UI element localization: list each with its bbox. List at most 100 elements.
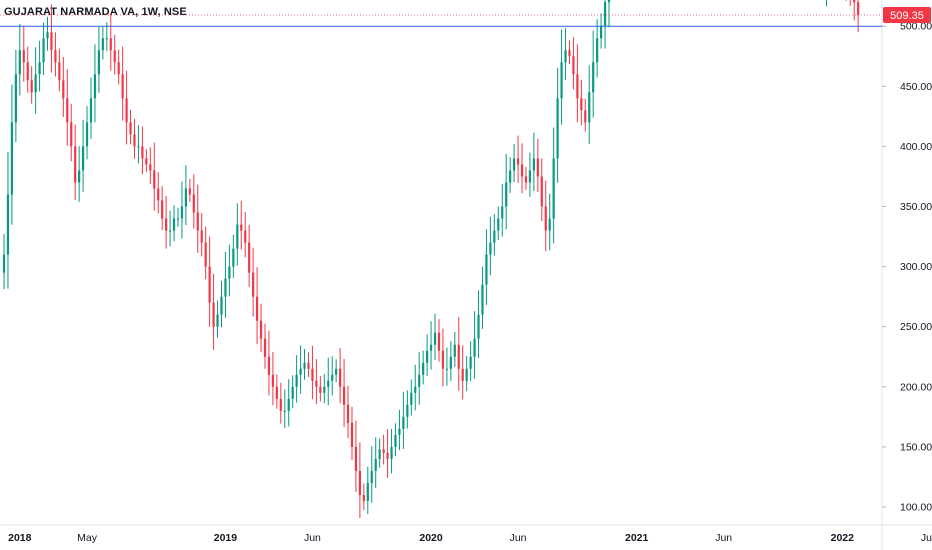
candle[interactable] xyxy=(327,357,330,406)
candle[interactable] xyxy=(283,389,286,428)
candle[interactable] xyxy=(42,22,45,75)
candle[interactable] xyxy=(121,46,124,121)
candle[interactable] xyxy=(271,351,274,406)
time-axis[interactable]: 2018May2019Jun2020Jun2021Jun2022Jun2023 xyxy=(8,532,932,544)
candle[interactable] xyxy=(544,180,547,252)
candle[interactable] xyxy=(422,350,425,385)
candle[interactable] xyxy=(295,355,298,403)
candle[interactable] xyxy=(453,332,456,367)
candle[interactable] xyxy=(125,70,128,145)
candle[interactable] xyxy=(501,183,504,237)
candle[interactable] xyxy=(240,200,243,250)
candle[interactable] xyxy=(497,206,500,241)
candle[interactable] xyxy=(141,126,144,175)
candle[interactable] xyxy=(524,166,528,191)
candle[interactable] xyxy=(89,77,93,139)
candle[interactable] xyxy=(445,347,448,386)
candle[interactable] xyxy=(350,406,354,460)
candle[interactable] xyxy=(133,118,136,159)
candle[interactable] xyxy=(81,119,85,192)
candle[interactable] xyxy=(477,290,480,359)
candle[interactable] xyxy=(374,437,377,489)
candle[interactable] xyxy=(509,157,512,194)
candle[interactable] xyxy=(536,138,539,193)
candle[interactable] xyxy=(469,341,472,382)
candle[interactable] xyxy=(26,46,29,93)
candle[interactable] xyxy=(346,385,350,439)
candle[interactable] xyxy=(66,69,69,146)
price-axis[interactable]: 100.00 150.00 200.00 250.00 300.00 350.00 400.… xyxy=(882,0,932,514)
candle[interactable] xyxy=(406,390,409,429)
candle[interactable] xyxy=(853,0,856,21)
candle[interactable] xyxy=(481,266,484,329)
candle[interactable] xyxy=(14,49,17,143)
candle[interactable] xyxy=(30,66,33,104)
candle[interactable] xyxy=(315,359,318,405)
candle[interactable] xyxy=(528,152,532,197)
candle[interactable] xyxy=(576,44,579,123)
candle[interactable] xyxy=(564,28,567,80)
candle[interactable] xyxy=(18,23,21,96)
candle[interactable] xyxy=(552,127,555,244)
candle[interactable] xyxy=(418,352,421,405)
candle[interactable] xyxy=(358,442,361,518)
candle[interactable] xyxy=(342,358,346,428)
candle[interactable] xyxy=(516,135,520,183)
candle[interactable] xyxy=(212,273,215,350)
candle[interactable] xyxy=(465,356,468,391)
candle[interactable] xyxy=(62,56,65,117)
candle[interactable] xyxy=(378,438,381,468)
candle[interactable] xyxy=(287,379,290,427)
plot-area[interactable] xyxy=(2,0,860,518)
candle[interactable] xyxy=(208,236,211,327)
candle[interactable] xyxy=(259,303,263,353)
candle[interactable] xyxy=(532,132,535,192)
candle[interactable] xyxy=(113,34,116,75)
candle[interactable] xyxy=(6,151,10,289)
candle[interactable] xyxy=(117,49,120,85)
candle[interactable] xyxy=(137,125,140,164)
candle[interactable] xyxy=(433,313,437,360)
candle[interactable] xyxy=(244,212,247,258)
candle[interactable] xyxy=(165,195,168,249)
candle[interactable] xyxy=(520,143,524,194)
candle[interactable] xyxy=(267,330,271,396)
candle[interactable] xyxy=(34,47,37,114)
candle[interactable] xyxy=(603,0,607,49)
candle[interactable] xyxy=(105,22,108,52)
candle[interactable] xyxy=(331,356,334,396)
candle[interactable] xyxy=(825,0,828,7)
candle[interactable] xyxy=(457,317,460,391)
candle[interactable] xyxy=(540,158,543,221)
candle[interactable] xyxy=(592,30,595,118)
candle[interactable] xyxy=(224,252,227,318)
candle[interactable] xyxy=(429,321,433,370)
candle[interactable] xyxy=(857,0,860,33)
candle[interactable] xyxy=(172,205,176,242)
candle[interactable] xyxy=(339,348,342,404)
candle[interactable] xyxy=(473,311,476,379)
candle[interactable] xyxy=(307,352,310,377)
candle[interactable] xyxy=(236,203,239,266)
candle[interactable] xyxy=(46,16,49,51)
candle[interactable] xyxy=(548,193,551,251)
candle[interactable] xyxy=(10,84,14,225)
candle[interactable] xyxy=(845,0,847,1)
candle[interactable] xyxy=(149,147,152,185)
candle[interactable] xyxy=(323,373,326,404)
candle[interactable] xyxy=(279,382,282,424)
candle[interactable] xyxy=(556,67,559,183)
candle[interactable] xyxy=(109,12,112,71)
candle[interactable] xyxy=(362,483,365,511)
candle[interactable] xyxy=(414,364,417,411)
candle[interactable] xyxy=(588,65,591,144)
candle[interactable] xyxy=(188,178,191,203)
candle[interactable] xyxy=(398,409,401,451)
candle[interactable] xyxy=(584,98,587,132)
candle[interactable] xyxy=(493,214,496,256)
candle[interactable] xyxy=(200,213,203,257)
candle[interactable] xyxy=(196,184,199,253)
horizontal-line[interactable] xyxy=(0,14,882,27)
candle[interactable] xyxy=(596,19,599,78)
